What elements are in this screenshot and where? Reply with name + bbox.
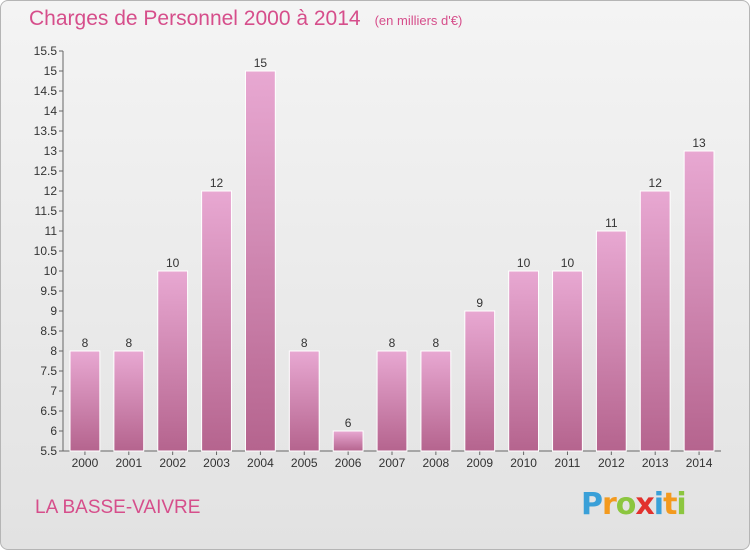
- bar-2007: [376, 350, 408, 452]
- value-label-2012: 11: [605, 216, 618, 230]
- bar-2002: [157, 270, 189, 452]
- y-tick-label: 11.5: [35, 204, 58, 218]
- bar-2014: [683, 150, 715, 452]
- value-label-2010: 10: [517, 256, 531, 270]
- value-label-2009: 9: [476, 296, 483, 310]
- y-tick-label: 12: [44, 184, 58, 198]
- y-tick-label: 10: [44, 264, 58, 278]
- y-tick-label: 13.5: [34, 124, 58, 138]
- value-label-2014: 13: [692, 136, 706, 150]
- bar-2003: [201, 190, 232, 452]
- y-tick-label: 7: [50, 384, 57, 398]
- x-tick-label-2010: 2010: [510, 456, 537, 470]
- x-tick-label-2011: 2011: [555, 456, 581, 470]
- value-label-2007: 8: [389, 336, 396, 350]
- bar-2005: [288, 350, 320, 452]
- value-label-2004: 15: [254, 56, 268, 70]
- x-tick-label-2014: 2014: [686, 456, 713, 470]
- y-tick-label: 11: [45, 224, 58, 238]
- chart-title-text: Charges de Personnel 2000 à 2014: [29, 7, 361, 30]
- x-tick-label-2009: 2009: [466, 456, 493, 470]
- y-tick-label: 7.5: [40, 364, 57, 378]
- y-tick-label: 15: [44, 64, 58, 78]
- y-tick-label: 14.5: [34, 84, 58, 98]
- y-tick-label: 8.5: [40, 324, 57, 338]
- y-tick-label: 6: [50, 424, 57, 438]
- y-tick-label: 5.5: [40, 444, 57, 458]
- x-tick-label-2006: 2006: [335, 456, 362, 470]
- y-tick-label: 9.5: [40, 284, 57, 298]
- bar-2006: [332, 430, 364, 452]
- x-tick-label-2000: 2000: [72, 456, 99, 470]
- bar-2013: [639, 190, 671, 452]
- value-label-2002: 10: [166, 256, 180, 270]
- x-tick-label-2012: 2012: [598, 456, 625, 470]
- y-tick-label: 10.5: [34, 244, 58, 258]
- x-tick-label-2002: 2002: [159, 456, 186, 470]
- value-label-2003: 12: [210, 176, 224, 190]
- location-label: LA BASSE-VAIVRE: [35, 497, 201, 518]
- logo-letter: o: [615, 487, 637, 522]
- logo-letter: i: [653, 487, 664, 522]
- bar-2009: [464, 310, 496, 452]
- y-tick-label: 15.5: [34, 44, 58, 58]
- logo-letter: i: [676, 487, 686, 522]
- bar-2008: [420, 350, 452, 452]
- logo-letter: r: [602, 487, 617, 522]
- logo-letter: t: [663, 487, 677, 522]
- y-tick-label: 6.5: [40, 404, 57, 418]
- value-label-2011: 10: [561, 256, 575, 270]
- x-tick-label-2004: 2004: [247, 456, 274, 470]
- chart-unit: (en milliers d'€): [374, 13, 463, 28]
- y-tick-label: 9: [50, 304, 57, 318]
- value-label-2000: 8: [82, 336, 89, 350]
- bar-2001: [113, 350, 145, 452]
- x-tick-label-2013: 2013: [642, 456, 669, 470]
- x-tick-label-2005: 2005: [291, 456, 318, 470]
- y-tick-label: 12.5: [34, 164, 58, 178]
- proxiti-logo: Proxiti: [581, 487, 687, 522]
- x-tick-label-2003: 2003: [203, 456, 230, 470]
- logo-letter: P: [581, 487, 603, 522]
- bar-2000: [69, 350, 101, 452]
- y-tick-label: 14: [44, 104, 58, 118]
- value-label-2008: 8: [433, 336, 440, 350]
- x-tick-label-2008: 2008: [423, 456, 450, 470]
- value-label-2006: 6: [345, 416, 352, 430]
- y-tick-label: 8: [50, 344, 57, 358]
- value-label-2001: 8: [125, 336, 132, 350]
- y-tick-label: 13: [44, 144, 58, 158]
- chart-value-labels: 8 8 10 12 15 8 6 8 8 9 10 10 11 12 13: [82, 56, 706, 430]
- chart-title: Charges de Personnel 2000 à 2014 (en mill…: [29, 7, 462, 31]
- chart-bars: [69, 70, 715, 452]
- bar-2010: [508, 270, 540, 452]
- x-tick-label-2001: 2001: [115, 456, 142, 470]
- x-tick-label-2007: 2007: [379, 456, 406, 470]
- bar-2012: [595, 230, 627, 452]
- logo-letter: x: [635, 487, 654, 522]
- bar-2011: [552, 270, 583, 452]
- bar-2004: [244, 70, 276, 452]
- value-label-2013: 12: [649, 176, 663, 190]
- value-label-2005: 8: [301, 336, 308, 350]
